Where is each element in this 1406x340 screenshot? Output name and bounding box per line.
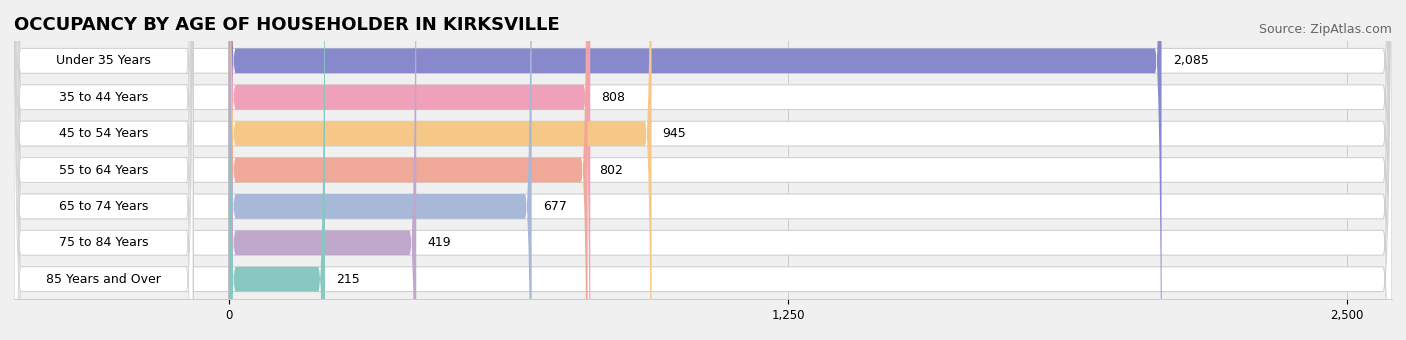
FancyBboxPatch shape [14,0,193,340]
FancyBboxPatch shape [14,0,193,340]
FancyBboxPatch shape [14,0,1392,340]
Text: 55 to 64 Years: 55 to 64 Years [59,164,148,176]
Text: 2,085: 2,085 [1173,54,1209,67]
Text: 808: 808 [602,91,626,104]
Text: 75 to 84 Years: 75 to 84 Years [59,236,148,249]
FancyBboxPatch shape [229,0,591,340]
FancyBboxPatch shape [14,0,1392,340]
FancyBboxPatch shape [229,0,651,340]
FancyBboxPatch shape [14,0,193,340]
Text: 85 Years and Over: 85 Years and Over [46,273,160,286]
FancyBboxPatch shape [229,0,1161,340]
Text: 35 to 44 Years: 35 to 44 Years [59,91,148,104]
Text: 45 to 54 Years: 45 to 54 Years [59,127,148,140]
Text: 945: 945 [662,127,686,140]
Text: Under 35 Years: Under 35 Years [56,54,150,67]
Text: 215: 215 [336,273,360,286]
FancyBboxPatch shape [14,0,1392,340]
FancyBboxPatch shape [229,0,325,340]
FancyBboxPatch shape [229,0,531,340]
FancyBboxPatch shape [14,0,193,340]
FancyBboxPatch shape [14,0,1392,340]
FancyBboxPatch shape [14,0,1392,340]
FancyBboxPatch shape [14,0,193,340]
FancyBboxPatch shape [229,0,416,340]
Text: OCCUPANCY BY AGE OF HOUSEHOLDER IN KIRKSVILLE: OCCUPANCY BY AGE OF HOUSEHOLDER IN KIRKS… [14,16,560,34]
FancyBboxPatch shape [229,0,588,340]
Text: 677: 677 [543,200,567,213]
FancyBboxPatch shape [14,0,1392,340]
Text: 419: 419 [427,236,451,249]
FancyBboxPatch shape [14,0,193,340]
Text: 65 to 74 Years: 65 to 74 Years [59,200,148,213]
Text: 802: 802 [599,164,623,176]
FancyBboxPatch shape [14,0,1392,340]
FancyBboxPatch shape [14,0,193,340]
Text: Source: ZipAtlas.com: Source: ZipAtlas.com [1258,23,1392,36]
